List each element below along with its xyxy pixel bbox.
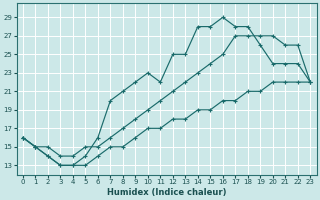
X-axis label: Humidex (Indice chaleur): Humidex (Indice chaleur) xyxy=(107,188,226,197)
